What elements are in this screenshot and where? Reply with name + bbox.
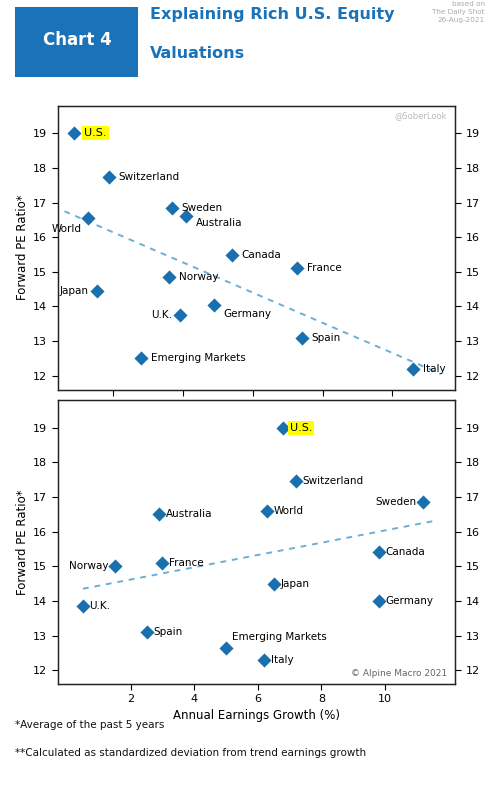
Bar [15,6,138,78]
Text: Norway: Norway [179,272,218,282]
Point [165,270,173,283]
Text: Australia: Australia [196,218,242,228]
Point [294,262,302,274]
Point [156,508,164,521]
Text: Japan: Japan [280,578,309,589]
Text: Canada: Canada [242,250,282,259]
Point [70,127,78,140]
Point [292,475,300,488]
Text: Italy: Italy [423,364,446,374]
Text: U.K.: U.K. [151,310,172,320]
Text: Germany: Germany [385,596,433,606]
Y-axis label: Forward PE Ratio*: Forward PE Ratio* [16,194,29,301]
Text: World: World [51,223,81,234]
Point [374,546,382,558]
Text: Spain: Spain [153,627,182,637]
Text: U.K.: U.K. [90,601,110,611]
Point [105,170,113,183]
Text: Sweden: Sweden [376,497,417,507]
Point [92,285,100,298]
Text: Emerging Markets: Emerging Markets [232,632,327,642]
Point [158,556,166,569]
Point [280,422,287,434]
Point [419,496,427,509]
Point [228,248,236,261]
X-axis label: Annual Earnings Growth (%): Annual Earnings Growth (%) [173,709,340,722]
Point [84,212,92,225]
Point [142,626,150,638]
Text: France: France [307,263,342,274]
Text: Explaining Rich U.S. Equity: Explaining Rich U.S. Equity [150,6,394,22]
Point [270,577,278,590]
Point [168,202,176,214]
Text: **Calculated as standardized deviation from trend earnings growth: **Calculated as standardized deviation f… [15,748,366,758]
Text: U.S.: U.S. [290,422,312,433]
Text: Australia: Australia [166,510,212,519]
X-axis label: Earnings Volatility**: Earnings Volatility** [197,414,316,427]
Point [110,560,118,573]
Point [264,505,272,518]
Text: *Average of the past 5 years: *Average of the past 5 years [15,720,165,730]
Text: Spain: Spain [312,333,340,342]
Point [374,594,382,607]
Text: Germany: Germany [224,310,272,319]
Text: Emerging Markets: Emerging Markets [151,354,246,363]
Text: Sweden: Sweden [182,202,223,213]
Point [222,642,230,654]
Point [137,352,145,365]
Text: Norway: Norway [69,562,108,571]
Text: based on
The Daily Shot
26-Aug-2021: based on The Daily Shot 26-Aug-2021 [432,1,485,23]
Point [409,362,417,375]
Text: Switzerland: Switzerland [302,476,364,486]
Text: © Alpine Macro 2021: © Alpine Macro 2021 [351,670,447,678]
Text: @SoberLook: @SoberLook [394,111,447,120]
Point [79,600,87,613]
Text: Italy: Italy [270,654,293,665]
Y-axis label: Forward PE Ratio*: Forward PE Ratio* [16,489,29,595]
Text: Switzerland: Switzerland [119,171,180,182]
Point [210,298,218,311]
Text: France: France [169,558,203,568]
Point [260,654,268,666]
Point [176,309,184,322]
Point [298,331,306,344]
Text: U.S.: U.S. [84,128,106,138]
Text: Japan: Japan [59,286,88,296]
Point [182,210,190,223]
Text: World: World [274,506,304,516]
Text: Chart 4: Chart 4 [43,31,112,50]
Text: Canada: Canada [385,547,425,558]
Text: Valuations: Valuations [150,46,245,62]
